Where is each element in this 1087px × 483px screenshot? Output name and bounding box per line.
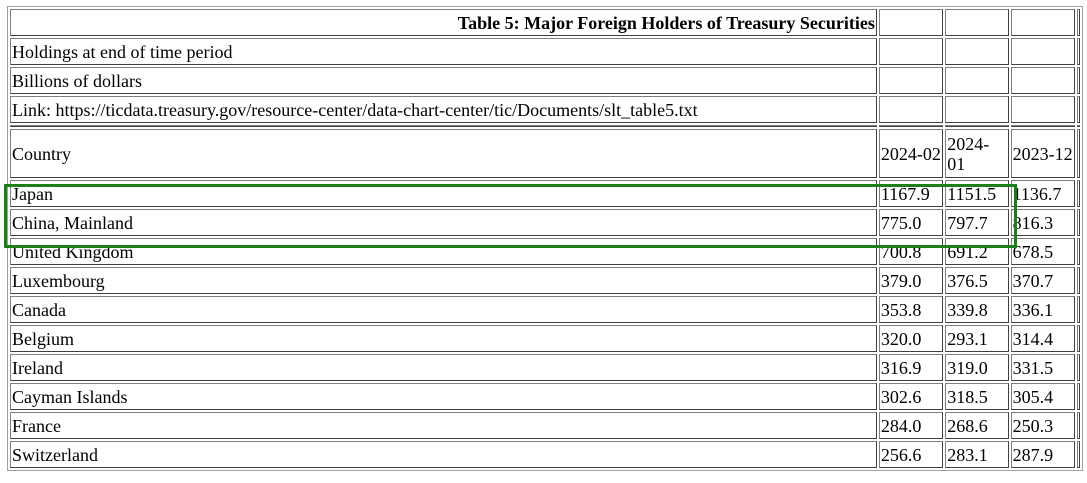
note-row: Billions of dollars: [10, 67, 1080, 94]
country-cell: France: [10, 412, 877, 439]
value-cell: 700.8: [878, 238, 944, 265]
value-cell: 305.4: [1010, 383, 1075, 410]
table-row: Switzerland 256.6 283.1 287.9: [10, 441, 1080, 468]
table-row: Luxembourg 379.0 376.5 370.7: [10, 267, 1080, 294]
value-cell: 284.0: [878, 412, 944, 439]
value-cell: 318.5: [945, 383, 1009, 410]
note-row: Holdings at end of time period: [10, 38, 1080, 65]
value-cell: 339.8: [945, 296, 1009, 323]
country-cell: Ireland: [10, 354, 877, 381]
value-cell: 353.8: [878, 296, 944, 323]
header-country: Country: [10, 129, 877, 178]
value-cell: 816.3: [1010, 209, 1075, 236]
table-row: Japan 1167.9 1151.5 1136.7: [10, 180, 1080, 207]
table-row: Cayman Islands 302.6 318.5 305.4: [10, 383, 1080, 410]
value-cell: 678.5: [1010, 238, 1075, 265]
value-cell: 287.9: [1010, 441, 1075, 468]
country-cell: Cayman Islands: [10, 383, 877, 410]
table-row: France 284.0 268.6 250.3: [10, 412, 1080, 439]
country-cell: Japan: [10, 180, 877, 207]
value-cell: 256.6: [878, 441, 944, 468]
country-cell: Switzerland: [10, 441, 877, 468]
value-cell: 268.6: [945, 412, 1009, 439]
value-cell: 1151.5: [945, 180, 1009, 207]
value-cell: 336.1: [1010, 296, 1075, 323]
value-cell: 376.5: [945, 267, 1009, 294]
note-units: Billions of dollars: [10, 67, 877, 94]
value-cell: 1136.7: [1010, 180, 1075, 207]
value-cell: 283.1: [945, 441, 1009, 468]
value-cell: 775.0: [878, 209, 944, 236]
value-cell: 797.7: [945, 209, 1009, 236]
header-period: 2023-12: [1010, 129, 1075, 178]
header-row: Country 2024-02 2024-01 2023-12: [10, 129, 1080, 178]
value-cell: 316.9: [878, 354, 944, 381]
header-period: 2024-02: [878, 129, 944, 178]
value-cell: 691.2: [945, 238, 1009, 265]
value-cell: 370.7: [1010, 267, 1075, 294]
value-cell: 379.0: [878, 267, 944, 294]
country-cell: Luxembourg: [10, 267, 877, 294]
value-cell: 319.0: [945, 354, 1009, 381]
table-row: United Kingdom 700.8 691.2 678.5: [10, 238, 1080, 265]
note-holdings: Holdings at end of time period: [10, 38, 877, 65]
table-row: Belgium 320.0 293.1 314.4: [10, 325, 1080, 352]
country-cell: Canada: [10, 296, 877, 323]
country-cell: United Kingdom: [10, 238, 877, 265]
country-cell: Belgium: [10, 325, 877, 352]
note-link: Link: https://ticdata.treasury.gov/resou…: [10, 96, 877, 123]
value-cell: 250.3: [1010, 412, 1075, 439]
table-title: Table 5: Major Foreign Holders of Treasu…: [10, 9, 877, 36]
table-row: Ireland 316.9 319.0 331.5: [10, 354, 1080, 381]
value-cell: 302.6: [878, 383, 944, 410]
value-cell: 314.4: [1010, 325, 1075, 352]
value-cell: 293.1: [945, 325, 1009, 352]
value-cell: 331.5: [1010, 354, 1075, 381]
country-cell: China, Mainland: [10, 209, 877, 236]
value-cell: 1167.9: [878, 180, 944, 207]
title-row: Table 5: Major Foreign Holders of Treasu…: [10, 9, 1080, 36]
holders-table: Table 5: Major Foreign Holders of Treasu…: [7, 6, 1083, 471]
note-row: Link: https://ticdata.treasury.gov/resou…: [10, 96, 1080, 123]
table-row: China, Mainland 775.0 797.7 816.3: [10, 209, 1080, 236]
table-row: Canada 353.8 339.8 336.1: [10, 296, 1080, 323]
value-cell: 320.0: [878, 325, 944, 352]
header-period: 2024-01: [945, 129, 1009, 178]
spacer-row: [10, 125, 1080, 127]
